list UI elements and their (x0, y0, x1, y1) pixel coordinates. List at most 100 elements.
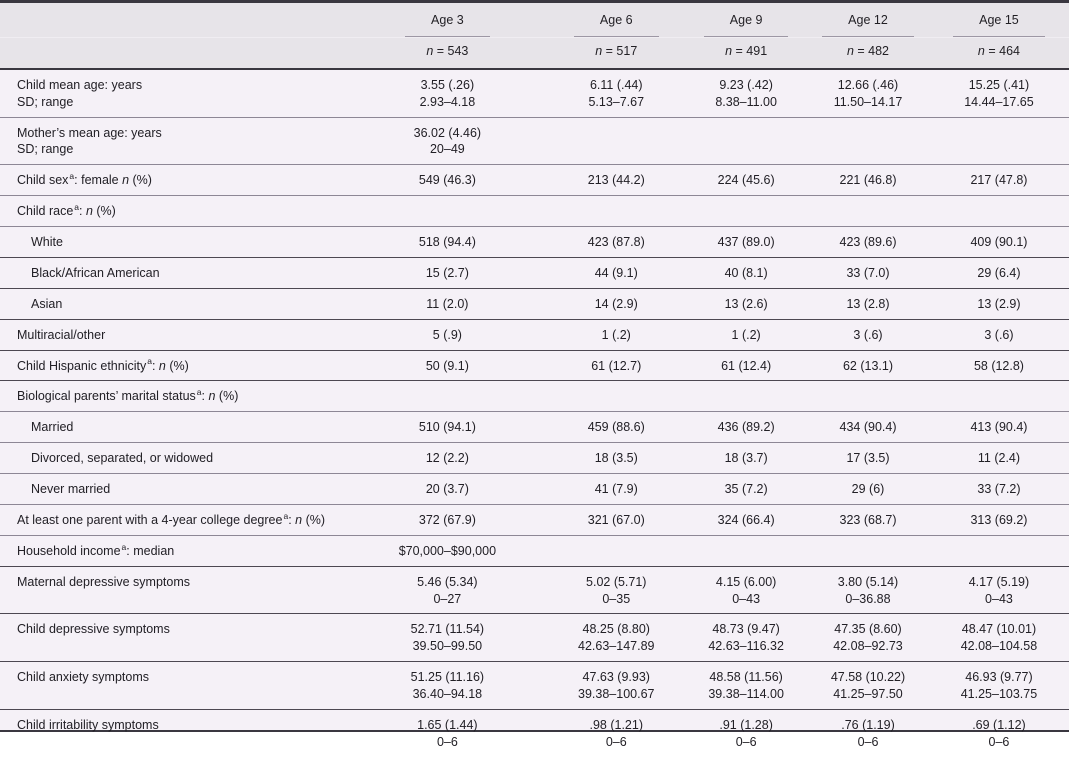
table-cell (928, 380, 1069, 413)
table-cell: 15 (2.7) (347, 257, 548, 289)
row-label: Child depressive symptoms (0, 613, 348, 663)
table-cell: 5.02 (5.71) 0–35 (547, 566, 686, 615)
table-row: Never married 20 (3.7) 41 (7.9) 35 (7.2) 29 … (0, 473, 1069, 505)
col-n-age-12: n = 482 (807, 37, 929, 70)
table-cell: 11 (2.0) (347, 288, 548, 320)
table-cell: 48.58 (11.56) 39.38–114.00 (685, 661, 808, 710)
row-label: Child racea: n (%) (0, 195, 348, 227)
row-label: Divorced, separated, or widowed (0, 442, 348, 474)
table-cell: 15.25 (.41) 14.44–17.65 (928, 68, 1069, 118)
table-body: Child mean age: years SD; range 3.55 (.26)… (0, 68, 1069, 757)
table-cell: 52.71 (11.54) 39.50–99.50 (347, 613, 548, 663)
table-row: White 518 (94.4) 423 (87.8) 437 (89.0) 423 (… (0, 226, 1069, 258)
table-row: Child mean age: years SD; range 3.55 (.26)… (0, 68, 1069, 118)
header-corner (0, 3, 348, 38)
col-header-label: Age 6 (573, 12, 659, 37)
col-n-age-6: n = 517 (547, 37, 686, 70)
table-row: At least one parent with a 4-year colleg… (0, 504, 1069, 536)
table-row: Married 510 (94.1) 459 (88.6) 436 (89.2) 434… (0, 411, 1069, 444)
col-header-label: Age 15 (953, 12, 1045, 37)
col-header-label: Age 3 (405, 12, 490, 37)
table-cell (928, 117, 1069, 166)
table-cell: 50 (9.1) (347, 350, 548, 382)
table-header: Age 3 Age 6 Age 9 Age 12 Age 15 n = 543 … (0, 3, 1069, 70)
row-label: Biological parents’ marital statusa: n (… (0, 380, 348, 413)
table-cell: 33 (7.2) (928, 473, 1069, 505)
row-label: Household incomea: median (0, 535, 348, 567)
row-label: Child sexa: female n (%) (0, 164, 348, 197)
table-row: Biological parents’ marital statusa: n (… (0, 380, 1069, 413)
table-cell: 423 (89.6) (807, 226, 929, 258)
table-cell: 3.55 (.26) 2.93–4.18 (347, 68, 548, 118)
table-cell: .91 (1.28) 0–6 (719, 717, 773, 749)
table-cell: 13 (2.9) (928, 288, 1069, 320)
col-n-age-3: n = 543 (347, 37, 548, 70)
participant-characteristics-table: Age 3 Age 6 Age 9 Age 12 Age 15 n = 543 … (0, 3, 1069, 757)
row-label: Married (0, 411, 348, 444)
table-row: Child racea: n (%) (0, 195, 1069, 227)
table-cell: 413 (90.4) (928, 411, 1069, 444)
table-cell: 217 (47.8) (928, 164, 1069, 197)
table-cell: 14 (2.9) (547, 288, 686, 320)
table-cell: 5 (.9) (347, 319, 548, 351)
table-cell (547, 535, 686, 567)
table-cell: 17 (3.5) (807, 442, 929, 474)
table-row: Household incomea: median $70,000–$90,000 (0, 535, 1069, 567)
table-cell: .69 (1.12) 0–6 (972, 717, 1026, 749)
row-label: Black/African American (0, 257, 348, 289)
table-cell: 13 (2.6) (685, 288, 808, 320)
age-header-row: Age 3 Age 6 Age 9 Age 12 Age 15 (0, 3, 1069, 38)
table-cell: 436 (89.2) (685, 411, 808, 444)
table-cell (547, 117, 686, 166)
table-row: Divorced, separated, or widowed 12 (2.2) 1… (0, 442, 1069, 474)
table-cell: 11 (2.4) (928, 442, 1069, 474)
table-cell: 1.65 (1.44) 0–6 (417, 717, 478, 749)
table-row: Child sexa: female n (%) 549 (46.3) 213 (4… (0, 164, 1069, 197)
table-cell: 46.93 (9.77) 41.25–103.75 (928, 661, 1069, 710)
table-cell: 47.58 (10.22) 41.25–97.50 (807, 661, 929, 710)
col-header-age-15: Age 15 (928, 3, 1069, 38)
table-cell: 3.80 (5.14) 0–36.88 (807, 566, 929, 615)
table-cell: 13 (2.8) (807, 288, 929, 320)
table-cell: 224 (45.6) (685, 164, 808, 197)
row-label: Asian (0, 288, 348, 320)
header-corner (0, 37, 348, 70)
table-cell (685, 195, 808, 227)
col-header-label: Age 12 (822, 12, 914, 37)
table-cell: 18 (3.7) (685, 442, 808, 474)
table-row: Child anxiety symptoms 51.25 (11.16) 36.40… (0, 661, 1069, 710)
table-cell: 58 (12.8) (928, 350, 1069, 382)
table-row: Asian 11 (2.0) 14 (2.9) 13 (2.6) 13 (2.8) 13 … (0, 288, 1069, 320)
table-cell (807, 535, 929, 567)
table-cell: 48.47 (10.01) 42.08–104.58 (928, 613, 1069, 663)
table-cell: 1 (.2) (547, 319, 686, 351)
row-label: Never married (0, 473, 348, 505)
table-cell: .98 (1.21) 0–6 (589, 717, 644, 749)
table-cell: 4.17 (5.19) 0–43 (928, 566, 1069, 615)
table-cell: .76 (1.19) 0–6 (841, 717, 895, 749)
table-cell: 313 (69.2) (928, 504, 1069, 536)
table-cell: 4.15 (6.00) 0–43 (685, 566, 808, 615)
table-cell: 6.11 (.44) 5.13–7.67 (547, 68, 686, 118)
table-cell (807, 195, 929, 227)
row-label: Multiracial/other (0, 319, 348, 351)
table-cell: 47.35 (8.60) 42.08–92.73 (807, 613, 929, 663)
table-cell: 40 (8.1) (685, 257, 808, 289)
col-n-age-15: n = 464 (928, 37, 1069, 70)
table-cell (807, 117, 929, 166)
table-cell: 48.25 (8.80) 42.63–147.89 (547, 613, 686, 663)
table-cell: $70,000–$90,000 (347, 535, 548, 567)
table-cell: 44 (9.1) (547, 257, 686, 289)
table-row: Child Hispanic ethnicitya: n (%) 50 (9.1)… (0, 350, 1069, 382)
col-header-age-9: Age 9 (685, 3, 808, 38)
table-cell (685, 380, 808, 413)
table-cell: 51.25 (11.16) 36.40–94.18 (347, 661, 548, 710)
table-row: Mother’s mean age: years SD; range 36.02 (… (0, 117, 1069, 166)
row-label: Child irritability symptoms (17, 717, 159, 732)
table-cell: 221 (46.8) (807, 164, 929, 197)
table-cell: 549 (46.3) (347, 164, 548, 197)
table-cell: 33 (7.0) (807, 257, 929, 289)
col-header-age-6: Age 6 (547, 3, 686, 38)
col-header-age-12: Age 12 (807, 3, 929, 38)
